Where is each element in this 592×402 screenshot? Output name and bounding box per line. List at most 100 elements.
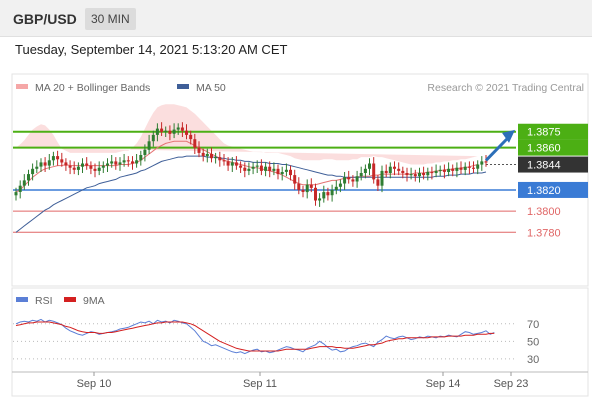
candle-body: [438, 169, 442, 171]
candle-body: [351, 179, 355, 182]
candle-body: [422, 173, 426, 176]
candle-body: [338, 183, 342, 187]
bollinger-band: [16, 104, 478, 165]
candle-body: [126, 160, 130, 162]
candle-body: [176, 127, 180, 130]
candle-body: [131, 161, 134, 164]
legend-swatch: [16, 84, 28, 89]
candle-body: [193, 139, 197, 148]
candle-body: [297, 183, 301, 190]
candle-body: [272, 168, 276, 171]
candle-body: [384, 170, 388, 173]
candle-body: [309, 184, 313, 188]
candle-body: [359, 173, 363, 177]
rsi-tick-label: 50: [527, 336, 539, 348]
resistance-label: 1.3860: [527, 143, 561, 155]
candle-body: [289, 169, 292, 176]
candle-body: [467, 166, 471, 168]
candle-body: [368, 163, 371, 169]
candle-body: [205, 154, 209, 157]
candle-body: [409, 174, 413, 176]
candle-body: [284, 169, 288, 172]
candle-body: [143, 149, 147, 155]
candle-body: [472, 167, 475, 169]
candle-body: [293, 175, 297, 184]
candle-body: [51, 156, 55, 161]
candle-body: [430, 172, 434, 174]
attribution-text: Research © 2021 Trading Central: [427, 82, 584, 94]
candle-body: [135, 160, 139, 164]
candle-body: [226, 161, 230, 166]
resistance-tag: [518, 123, 588, 140]
x-tick-label: Sep 11: [243, 378, 277, 390]
rsi-line: [15, 318, 495, 355]
candle-body: [455, 167, 459, 171]
candle-body: [314, 187, 317, 201]
candle-body: [189, 134, 193, 140]
candle-body: [60, 159, 64, 163]
support-tag: [518, 181, 588, 198]
candle-body: [56, 156, 60, 160]
candle-body: [355, 176, 359, 182]
candle-body: [442, 169, 446, 172]
current-price-tag: [518, 156, 588, 173]
candle-body: [106, 163, 109, 166]
timeframe-button[interactable]: 30 MIN: [85, 8, 136, 30]
candle-body: [164, 130, 168, 132]
candle-body: [76, 166, 80, 170]
candle-body: [484, 161, 488, 163]
candle-body: [347, 177, 351, 180]
candle-body: [401, 170, 405, 173]
candle-body: [218, 157, 222, 161]
candle-body: [35, 166, 39, 169]
candle-body: [122, 160, 126, 163]
candle-body: [180, 127, 184, 131]
current-price-label: 1.3844: [527, 160, 561, 172]
forecast-arrow-head: [502, 129, 515, 143]
support-label: 1.3780: [527, 227, 561, 239]
legend-label: MA 50: [196, 82, 226, 94]
support-label: 1.3820: [527, 185, 561, 197]
candle-body: [151, 134, 155, 142]
ma20-line: [15, 140, 478, 193]
candle-body: [393, 166, 396, 169]
candle-body: [426, 172, 430, 176]
candle-body: [318, 198, 322, 201]
x-tick-label: Sep 14: [426, 378, 461, 390]
rsi-tick-label: 30: [527, 354, 539, 366]
candle-body: [101, 165, 105, 168]
candle-body: [301, 189, 305, 192]
candle-body: [81, 163, 84, 167]
candle-body: [222, 160, 226, 162]
chart-header: GBP/USD 30 MIN: [0, 0, 592, 37]
candle-body: [243, 167, 247, 171]
candle-body: [93, 168, 97, 171]
candle-body: [172, 129, 176, 134]
legend-swatch: [177, 84, 189, 89]
candle-body: [363, 168, 367, 173]
candle-body: [201, 152, 205, 157]
candle-body: [413, 174, 417, 177]
candle-body: [251, 166, 255, 169]
rsi-legend-swatch: [64, 297, 76, 302]
candle-body: [268, 166, 272, 171]
candle-body: [259, 165, 263, 171]
candle-body: [64, 162, 68, 166]
candle-body: [388, 166, 392, 173]
support-label: 1.3800: [527, 206, 561, 218]
candle-body: [89, 165, 93, 169]
candle-body: [214, 157, 218, 159]
candle-body: [480, 161, 484, 165]
forecast-arrow: [484, 137, 509, 162]
rsi-legend-swatch: [16, 297, 28, 302]
x-tick-label: Sep 10: [77, 378, 112, 390]
candle-body: [85, 163, 89, 166]
candle-body: [322, 192, 326, 199]
candle-body: [380, 170, 384, 186]
candle-body: [168, 130, 172, 134]
candle-body: [434, 170, 438, 173]
candle-body: [147, 141, 151, 150]
candle-body: [447, 168, 451, 172]
candle-body: [343, 177, 347, 184]
